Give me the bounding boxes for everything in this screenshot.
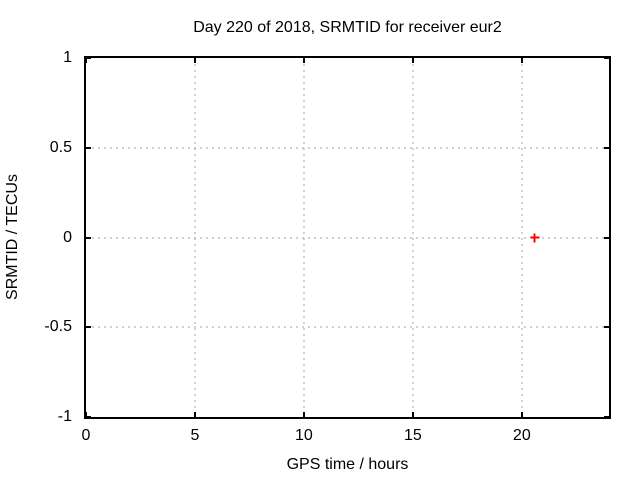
x-tick-mark-top bbox=[520, 58, 523, 63]
x-tick-label: 15 bbox=[403, 427, 422, 444]
plot-area bbox=[84, 56, 611, 419]
x-tick-mark bbox=[411, 412, 414, 417]
x-tick-mark-top bbox=[193, 58, 196, 63]
x-tick-mark bbox=[302, 412, 305, 417]
data-point-marker bbox=[530, 233, 540, 242]
x-tick-label: 20 bbox=[512, 427, 531, 444]
x-tick-label: 5 bbox=[190, 427, 200, 444]
y-tick-mark-right bbox=[604, 236, 609, 239]
y-tick-mark-right bbox=[604, 57, 609, 59]
x-tick-mark bbox=[520, 412, 523, 417]
x-tick-label: 0 bbox=[81, 427, 91, 444]
x-axis-label: GPS time / hours bbox=[286, 456, 409, 473]
x-tick-mark bbox=[85, 412, 87, 417]
x-tick-mark bbox=[193, 412, 196, 417]
x-tick-mark-top bbox=[85, 58, 87, 63]
y-tick-mark bbox=[86, 236, 91, 239]
grid-line-horizontal bbox=[86, 326, 609, 328]
grid-line-horizontal bbox=[86, 147, 609, 149]
y-tick-label: 1 bbox=[63, 49, 72, 66]
x-tick-label: 10 bbox=[295, 427, 313, 444]
y-tick-label: 0.5 bbox=[49, 138, 72, 156]
y-tick-mark bbox=[86, 416, 91, 418]
x-tick-mark-top bbox=[302, 58, 305, 63]
y-tick-mark bbox=[86, 57, 91, 59]
y-tick-mark bbox=[86, 146, 91, 149]
y-tick-mark bbox=[86, 326, 91, 329]
y-tick-label: 0 bbox=[63, 228, 72, 246]
plot-title: Day 220 of 2018, SRMTID for receiver eur… bbox=[193, 19, 502, 36]
y-axis-label: SRMTID / TECUs bbox=[4, 174, 21, 300]
y-tick-mark-right bbox=[604, 326, 609, 329]
y-tick-mark-right bbox=[604, 416, 609, 418]
y-tick-mark-right bbox=[604, 146, 609, 149]
x-tick-mark-top bbox=[411, 58, 414, 63]
y-tick-label: -1 bbox=[57, 408, 72, 425]
y-tick-label: -0.5 bbox=[44, 318, 72, 336]
grid-line-horizontal bbox=[86, 237, 609, 238]
